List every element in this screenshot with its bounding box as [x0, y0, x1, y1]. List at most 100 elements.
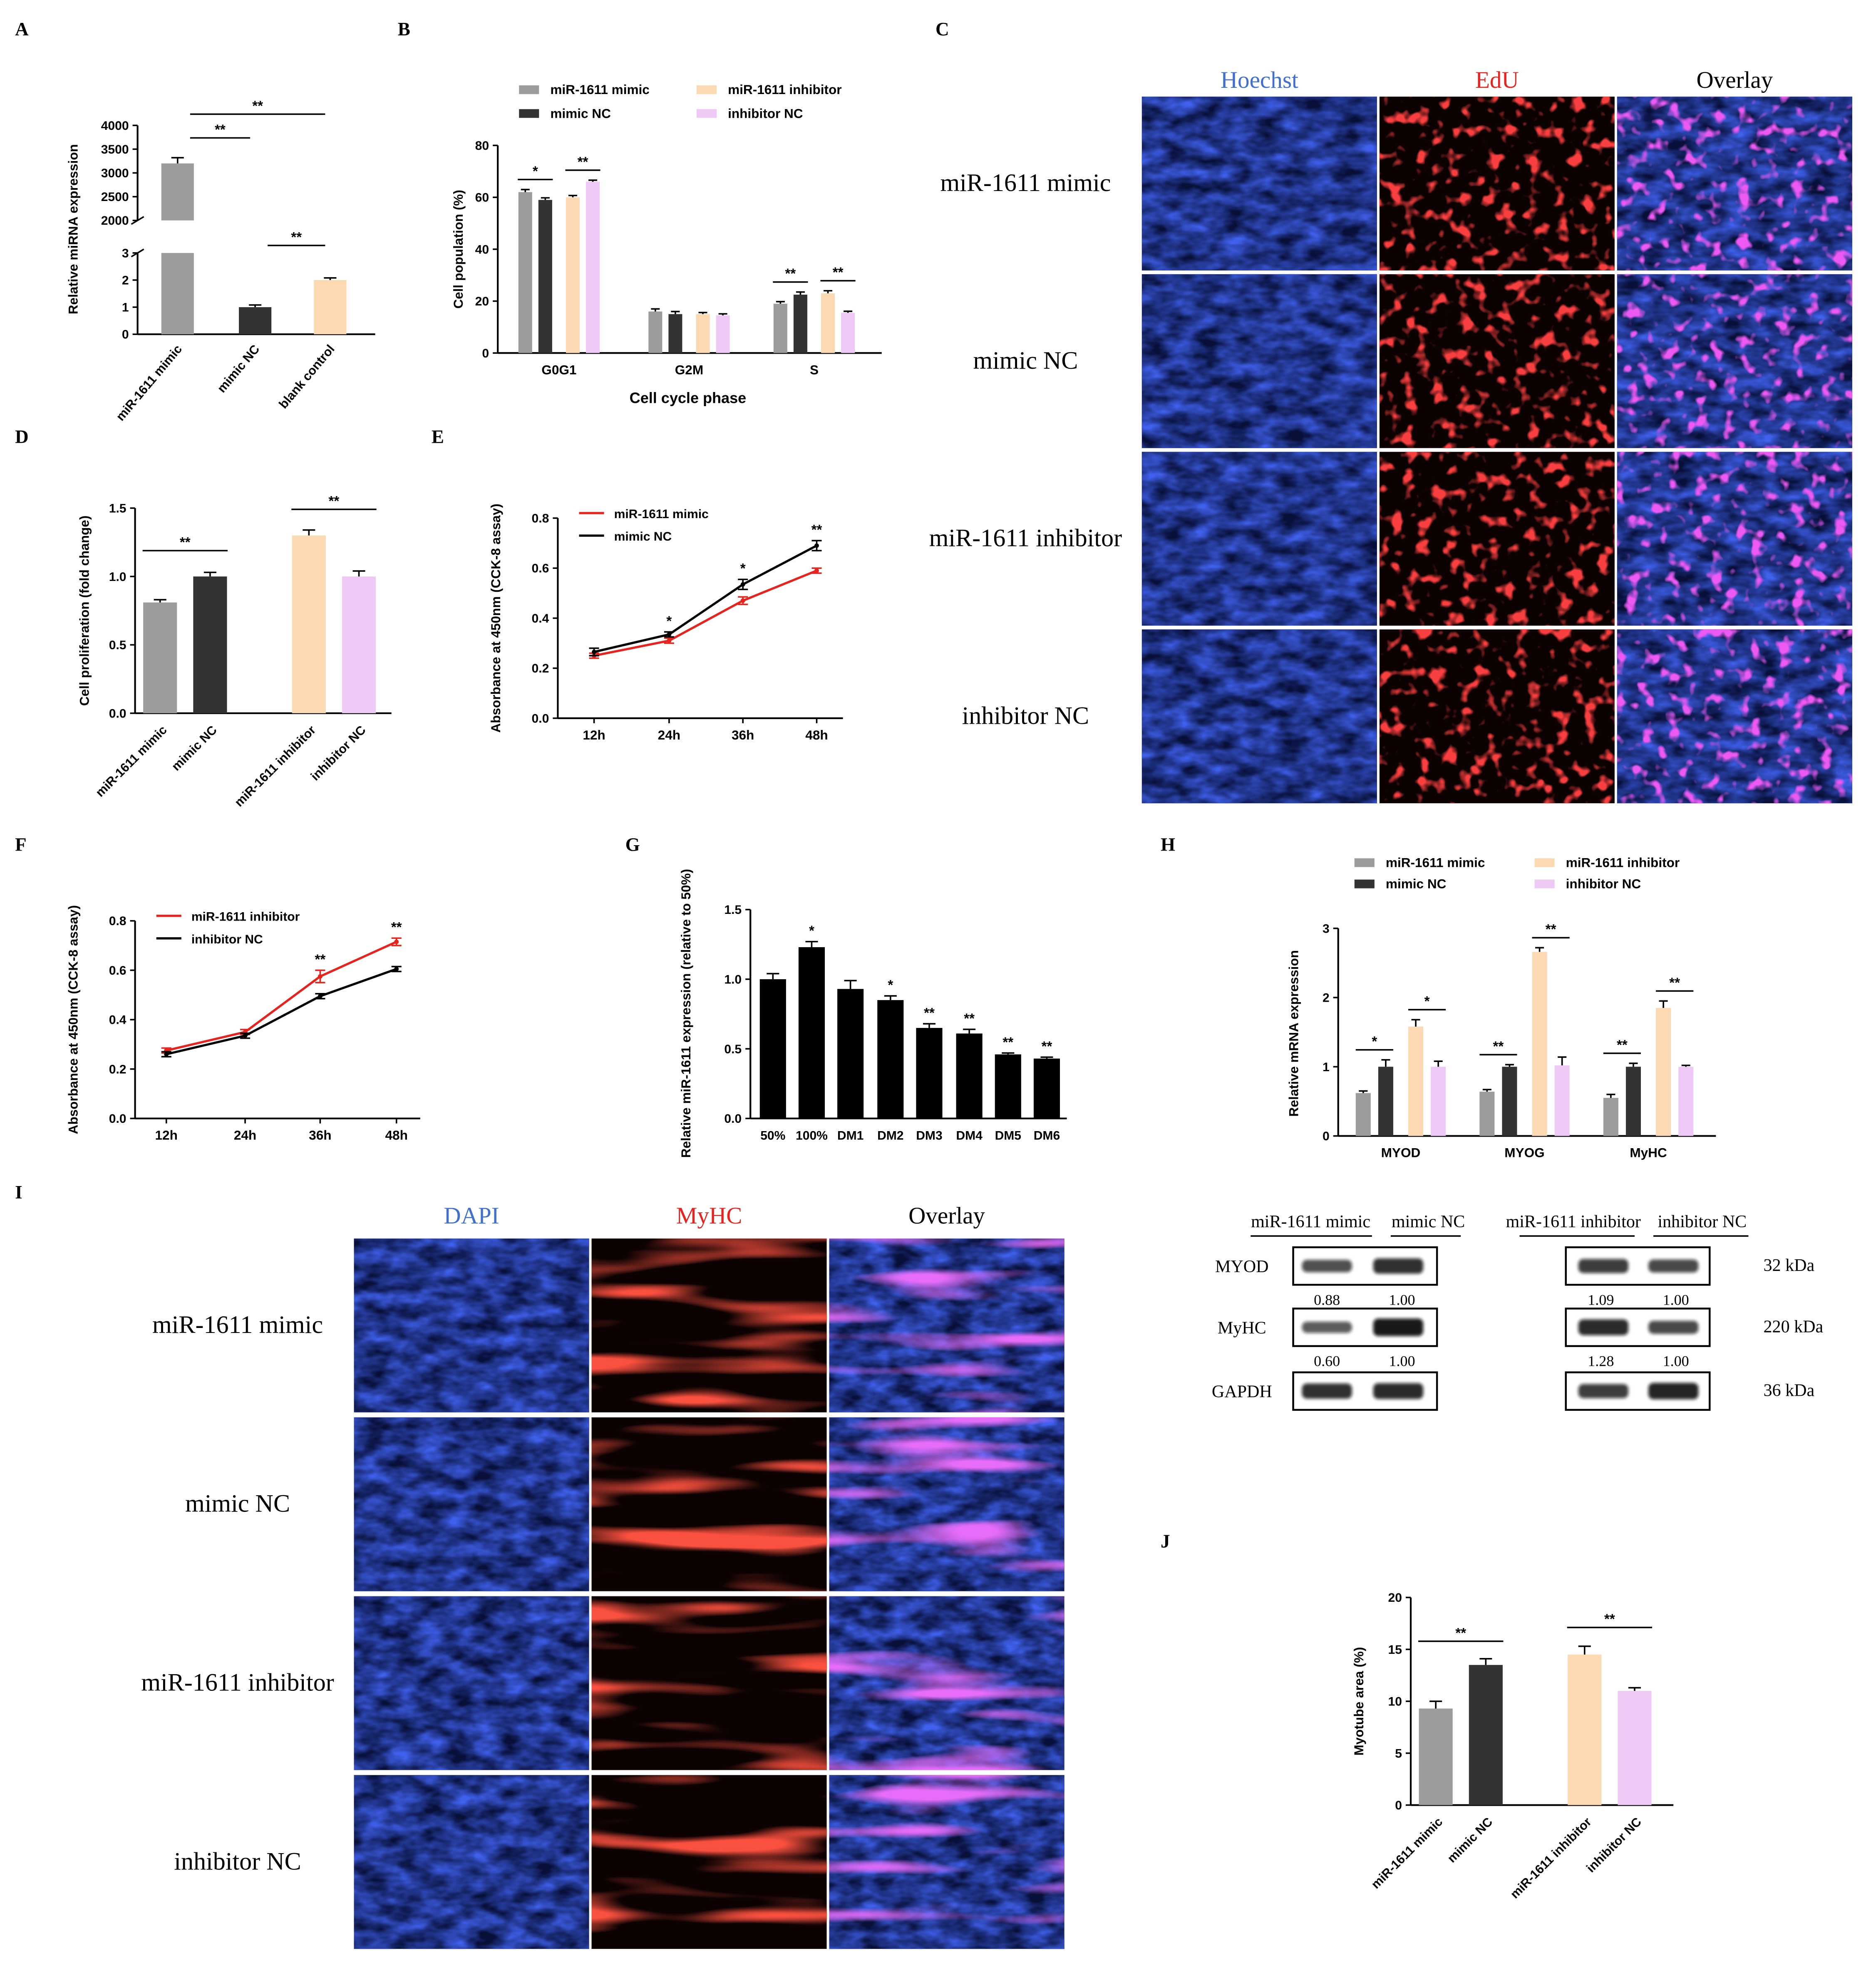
data-point [394, 939, 399, 944]
bar [1603, 1098, 1618, 1136]
significance-label: ** [964, 1011, 975, 1026]
quantification-value: 1.00 [1663, 1353, 1689, 1370]
bar [1479, 1092, 1495, 1136]
panel-letter-i: I [15, 1182, 22, 1203]
protein-band [1302, 1260, 1352, 1273]
column-header: MyHC [676, 1203, 742, 1229]
x-tick-label: DM6 [1034, 1129, 1060, 1143]
y-tick-label: 1.5 [109, 501, 127, 515]
bar [1618, 1691, 1652, 1805]
protein-label: MYOD [1215, 1257, 1269, 1276]
bar [995, 1054, 1021, 1119]
row-label: miR-1611 inhibitor [929, 524, 1122, 552]
y-tick-label: 3500 [101, 143, 129, 156]
significance-label: * [888, 978, 893, 993]
western-blot: miR-1611 mimic mimic NC miR-1611 inhibitor… [1212, 1212, 1824, 1411]
protein-band [1373, 1318, 1424, 1336]
panel-a-chart: 2000 2500 3000 3500 4000 0 1 2 3 Relative miRNA e… [65, 98, 375, 424]
bar [956, 1033, 983, 1119]
bar [877, 1000, 904, 1119]
significance-label: ** [291, 230, 302, 245]
y-tick-label: 0.2 [109, 1062, 127, 1076]
x-tick-label: G0G1 [541, 362, 576, 377]
significance-label: ** [1042, 1039, 1052, 1054]
significance-label: ** [180, 535, 191, 550]
y-axis-label: Cell proliferation (fold change) [77, 516, 92, 706]
x-tick-label: 36h [309, 1128, 331, 1143]
row-label: inhibitor NC [174, 1847, 301, 1875]
bar [668, 314, 682, 353]
x-tick-label: miR-1611 inhibitor [232, 723, 319, 809]
quantification-value: 1.09 [1588, 1291, 1614, 1308]
y-tick-label: 0 [1323, 1129, 1330, 1143]
y-tick-label: 3000 [101, 166, 129, 180]
y-tick-label: 1.5 [724, 903, 742, 917]
series-line [166, 941, 397, 1052]
bar [821, 293, 835, 353]
overlay-stain [1617, 452, 1852, 626]
significance-label: ** [391, 920, 402, 935]
bar [292, 535, 326, 713]
quantification-value: 0.60 [1314, 1353, 1340, 1370]
red-stain [1379, 97, 1615, 271]
legend-label: inhibitor NC [728, 106, 803, 121]
significance-label: ** [785, 266, 796, 282]
red-stain [591, 1775, 827, 1949]
x-tick-label: mimic NC [215, 342, 262, 395]
column-header: Hoechst [1221, 67, 1298, 93]
y-tick-label: 20 [475, 295, 489, 308]
x-tick-label: 48h [385, 1128, 408, 1143]
bar [1678, 1067, 1694, 1136]
panel-letter-d: D [15, 427, 29, 447]
data-point [667, 632, 672, 637]
y-axis-label: Cell population (%) [451, 190, 466, 309]
protein-band [1302, 1383, 1352, 1399]
y-tick-label: 1.0 [109, 570, 127, 584]
bar [143, 602, 177, 713]
y-tick-label: 0.0 [724, 1112, 742, 1126]
panel-letter-b: B [398, 19, 410, 40]
bar [161, 253, 194, 335]
y-axis-label: Absorbance at 450nm (CCK-8 assay) [65, 905, 80, 1134]
x-tick-label: 50% [760, 1129, 785, 1143]
data-point [318, 974, 323, 979]
y-tick-label: 0.6 [532, 562, 549, 576]
significance-label: ** [1455, 1626, 1466, 1641]
y-tick-label: 0 [122, 328, 129, 342]
y-tick-label: 0.0 [109, 707, 127, 720]
column-header: EdU [1475, 67, 1519, 93]
data-point [243, 1033, 248, 1038]
panel-f-chart: 0.0 0.2 0.4 0.6 0.8 12h 24h 36h 48h miR-1611 inhi… [65, 905, 420, 1143]
y-tick-label: 0 [482, 347, 489, 360]
x-tick-label: 100% [796, 1129, 828, 1143]
y-tick-label: 15 [1388, 1643, 1402, 1657]
significance-label: ** [1003, 1035, 1013, 1050]
y-tick-label: 4000 [101, 119, 129, 133]
bar [193, 576, 227, 713]
quantification-value: 1.00 [1389, 1353, 1415, 1370]
x-tick-label: mimic NC [169, 723, 220, 774]
y-axis-label: Absorbance at 450nm (CCK-8 assay) [488, 504, 503, 733]
bar [239, 307, 272, 335]
panel-letter-a: A [15, 19, 29, 40]
nuclei-stain [1141, 629, 1377, 804]
significance-label: ** [833, 265, 844, 280]
y-tick-label: 0.5 [109, 638, 127, 652]
legend-swatch [1534, 858, 1555, 867]
bar [696, 314, 710, 353]
x-tick-label: MYOG [1504, 1145, 1544, 1160]
y-tick-label: 2000 [101, 214, 129, 228]
legend-label: inhibitor NC [1566, 876, 1641, 891]
legend-label: miR-1611 inhibitor [191, 910, 300, 924]
row-label: miR-1611 mimic [152, 1311, 323, 1339]
y-tick-label: 1.0 [724, 973, 742, 986]
significance-label: ** [1617, 1037, 1628, 1053]
y-axis-label: Relative miRNA expression [65, 144, 80, 314]
quantification-value: 0.88 [1314, 1291, 1340, 1308]
significance-label: ** [215, 122, 226, 137]
nuclei-stain [354, 1775, 589, 1949]
row-label: miR-1611 inhibitor [141, 1668, 334, 1696]
nuclei-stain [1141, 97, 1377, 271]
